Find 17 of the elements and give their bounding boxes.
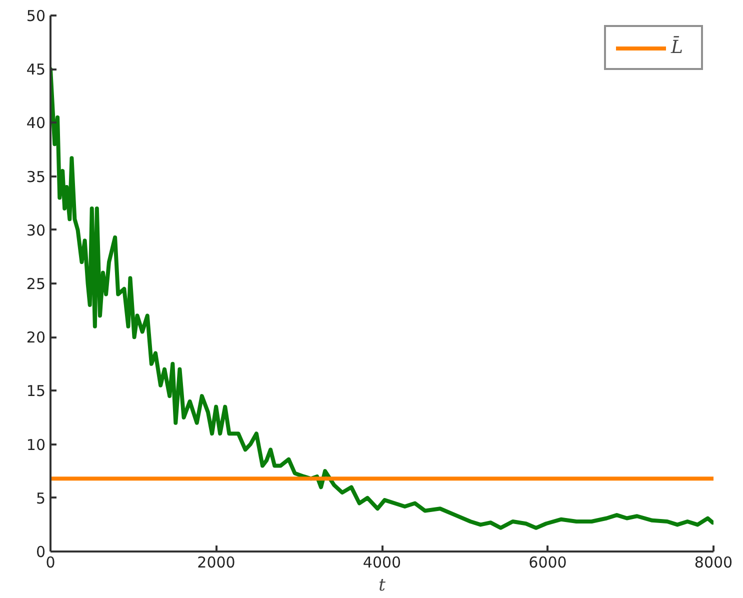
y-tick-label: 10 [26,436,46,454]
y-tick-label: 30 [26,221,46,240]
y-tick-label: 5 [36,489,46,508]
y-tick-label: 15 [26,382,46,400]
line-series [50,67,714,530]
x-tick-label: 6000 [528,554,567,572]
y-tick-label: 25 [26,275,46,293]
x-tick-label: 8000 [694,554,733,572]
x-tick-label: 2000 [197,554,236,572]
legend-label: L̄ [671,37,684,58]
y-tick-label: 40 [26,114,46,132]
x-tick-label: 4000 [362,554,402,572]
y-tick-label: 45 [26,60,46,79]
x-axis-title: t [378,576,386,596]
y-tick-label: 50 [26,7,46,25]
y-tick-label: 20 [26,328,46,347]
y-tick-label: 35 [26,168,46,186]
